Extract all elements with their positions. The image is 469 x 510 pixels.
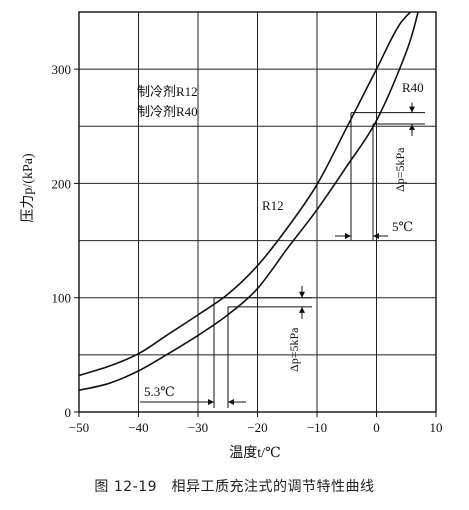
y-tick-label: 300 [52,62,72,77]
annotation-dt-top: 5℃ [392,219,413,234]
annotations [140,102,425,408]
dp-lower-arrowhead-top [299,291,305,298]
y-tick-label: 200 [52,176,72,191]
x-tick-label: −20 [247,420,267,435]
dt-lower-arrowhead-right [228,399,234,405]
series-line-r40 [79,12,412,377]
x-tick-label: −30 [188,420,208,435]
series-label-r40: R40 [402,80,424,95]
x-tick-label: −10 [307,420,327,435]
dp-lower-arrowhead-bottom [299,306,305,313]
legend-line-1: 制冷剂R12 [137,84,198,99]
series-line-r12 [79,12,419,392]
legend-line-2: 制冷剂R40 [137,104,198,119]
x-axis-label: 温度t/℃ [229,445,280,461]
y-axis-label: 压力p/(kPa) [20,153,36,223]
dt-upper-arrowhead-right [373,233,379,239]
dp-upper-arrowhead-bottom [409,124,415,130]
figure-caption: 图 12-19 相异工质充注式的调节特性曲线 [94,479,375,495]
dt-lower-arrowhead-left [208,399,214,405]
annotation-dt-bottom: 5.3℃ [144,384,175,399]
x-tick-label: 0 [373,420,380,435]
x-tick-label: −50 [69,420,89,435]
annotation-dp-top: Δp=5kPa [393,147,407,192]
x-tick-label: −40 [128,420,148,435]
y-tick-label: 0 [65,405,72,420]
y-tick-label: 100 [52,291,72,306]
dt-upper-arrowhead-left [345,233,351,239]
dp-upper-arrowhead-top [409,106,415,113]
series-lines [79,12,419,392]
grid [78,12,437,412]
annotation-dp-bottom: Δp=5kPa [287,327,301,372]
x-tick-label: 10 [430,420,443,435]
series-label-r12: R12 [262,198,284,213]
